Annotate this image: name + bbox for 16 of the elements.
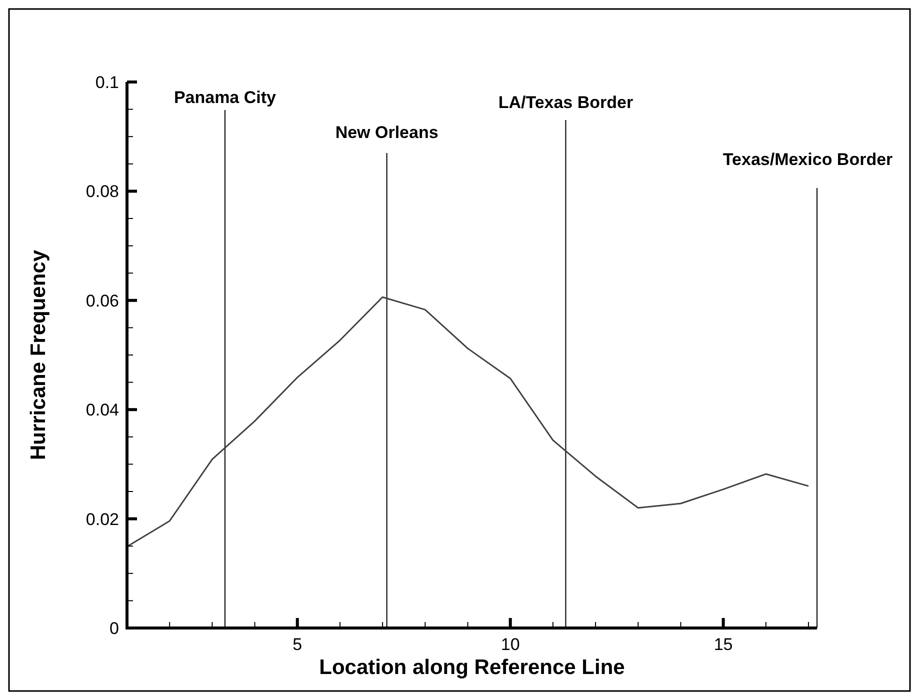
ref-line-label: New Orleans bbox=[335, 123, 438, 142]
x-axis-title: Location along Reference Line bbox=[319, 656, 625, 679]
y-tick-label: 0 bbox=[110, 618, 119, 638]
x-tick-label: 5 bbox=[292, 635, 302, 654]
line-series bbox=[126, 296, 810, 548]
x-tick-label: 10 bbox=[500, 635, 520, 654]
ref-line-label: Panama City bbox=[174, 88, 277, 107]
y-tick-label: 0.1 bbox=[95, 72, 119, 92]
y-tick-label: 0.08 bbox=[86, 182, 119, 202]
ref-line-label: Texas/Mexico Border bbox=[722, 150, 894, 169]
y-tick-label: 0.06 bbox=[86, 291, 119, 310]
y-tick-label: 0.04 bbox=[86, 400, 119, 420]
x-tick-label: 15 bbox=[714, 635, 733, 654]
y-tick-label: 0.02 bbox=[86, 510, 119, 529]
ref-line-label: LA/Texas Border bbox=[498, 93, 634, 112]
y-axis-title: Hurricane Frequency bbox=[27, 250, 50, 460]
